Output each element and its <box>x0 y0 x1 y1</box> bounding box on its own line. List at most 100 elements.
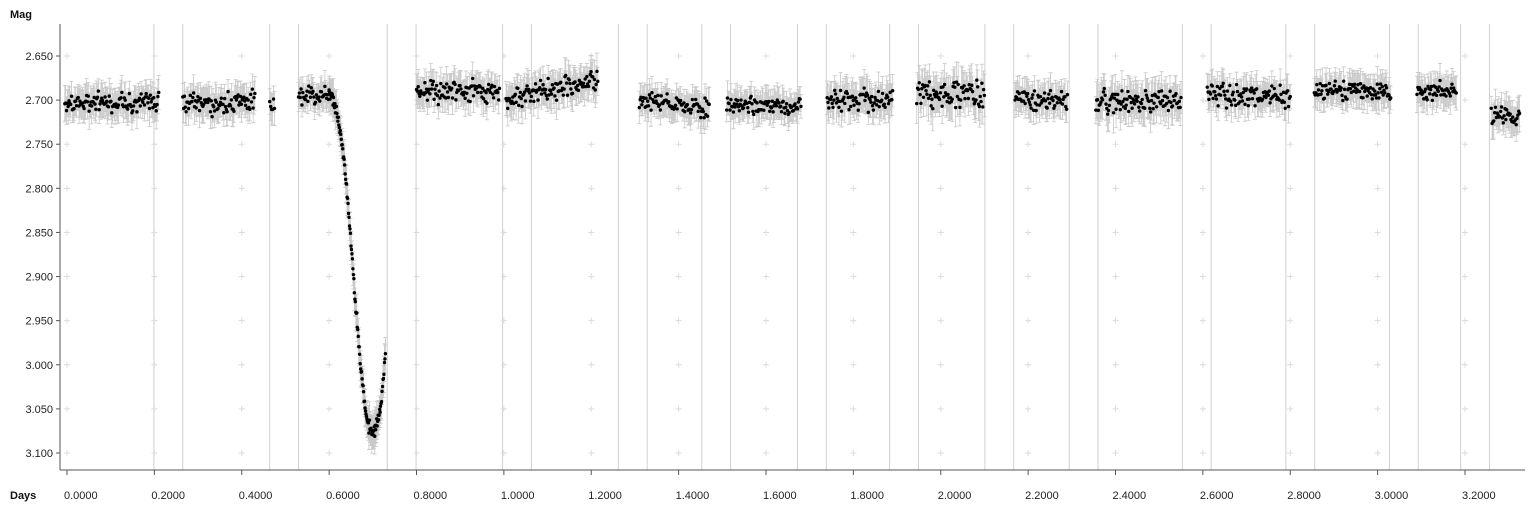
grid-cross <box>500 405 507 412</box>
grid-cross <box>1025 185 1032 192</box>
data-point <box>318 99 322 103</box>
data-point <box>350 257 355 261</box>
data-point <box>880 91 885 96</box>
data-point <box>769 106 774 110</box>
data-point <box>779 110 784 114</box>
data-point <box>857 102 861 106</box>
grid-cross <box>500 229 507 236</box>
data-point <box>226 89 230 94</box>
data-point <box>966 96 971 101</box>
data-point <box>383 357 387 361</box>
grid-cross <box>1287 450 1294 456</box>
data-point <box>347 215 351 219</box>
data-point <box>380 389 384 394</box>
data-point <box>690 97 695 102</box>
data-point <box>553 94 557 98</box>
data-point <box>1447 91 1452 96</box>
data-point <box>196 94 200 99</box>
grid-cross <box>937 450 944 456</box>
data-point <box>567 78 571 82</box>
data-point <box>682 101 686 105</box>
data-point <box>1065 92 1070 97</box>
data-point <box>343 177 348 182</box>
grid-cross <box>1287 317 1294 324</box>
data-point <box>461 93 466 97</box>
data-point <box>528 99 533 103</box>
data-point <box>488 90 492 95</box>
data-point <box>358 361 362 366</box>
grid-cross <box>588 229 595 236</box>
grid-cross <box>675 361 682 368</box>
data-point <box>95 95 100 99</box>
data-point <box>1249 86 1254 90</box>
data-point <box>342 157 346 161</box>
data-point <box>1373 93 1378 97</box>
data-point <box>343 172 347 176</box>
data-point <box>1038 94 1043 99</box>
data-point <box>1229 103 1234 107</box>
data-point <box>1126 89 1130 94</box>
data-point <box>929 104 933 108</box>
data-point <box>917 81 921 85</box>
data-point <box>1150 93 1155 98</box>
grid-cross <box>1112 185 1119 192</box>
data-point <box>959 98 963 102</box>
grid-cross <box>151 273 158 280</box>
grid-cross <box>151 53 158 59</box>
data-point <box>328 97 332 101</box>
data-point <box>529 94 534 99</box>
grid-cross <box>675 53 682 59</box>
data-point <box>1419 88 1423 92</box>
data-point <box>1349 90 1353 95</box>
data-point <box>1145 96 1149 100</box>
data-point <box>444 82 449 86</box>
grid-cross <box>326 450 333 456</box>
data-point <box>564 81 569 85</box>
data-point <box>982 93 987 98</box>
grid-cross <box>238 273 245 280</box>
data-point <box>675 107 679 111</box>
data-point <box>1378 82 1383 86</box>
data-point <box>304 94 308 98</box>
data-point <box>938 91 943 95</box>
data-point <box>583 77 587 81</box>
data-point <box>221 102 225 106</box>
grid-cross <box>413 185 420 192</box>
data-point <box>1508 112 1512 116</box>
data-point <box>921 95 926 100</box>
data-point <box>355 311 359 315</box>
y-tick-label: 2.650 <box>25 51 53 63</box>
data-point <box>1050 95 1054 100</box>
data-point <box>85 100 90 104</box>
grid-cross <box>64 361 70 368</box>
data-point <box>430 82 435 87</box>
data-point <box>1132 102 1137 106</box>
data-point <box>854 96 858 100</box>
data-point <box>581 81 586 85</box>
data-point <box>1121 99 1125 104</box>
data-point <box>890 98 894 102</box>
data-point <box>1239 95 1244 99</box>
data-point <box>1029 106 1033 110</box>
data-point <box>527 91 532 95</box>
data-point <box>559 80 563 85</box>
data-point <box>152 96 156 100</box>
data-point <box>702 116 706 120</box>
grid-cross <box>1025 53 1032 59</box>
data-point <box>1058 98 1062 102</box>
data-point <box>1286 89 1290 93</box>
data-point <box>739 98 743 102</box>
data-point <box>1450 82 1454 86</box>
data-point <box>1125 97 1129 101</box>
data-point <box>1378 86 1382 91</box>
data-point <box>347 224 352 228</box>
data-point <box>919 101 923 106</box>
data-point <box>146 96 151 100</box>
data-point <box>868 97 872 102</box>
data-point <box>946 92 950 97</box>
data-point <box>1104 102 1108 106</box>
grid-cross <box>1374 405 1381 412</box>
data-point <box>66 104 70 109</box>
data-point <box>725 96 730 100</box>
data-point <box>1283 106 1287 111</box>
